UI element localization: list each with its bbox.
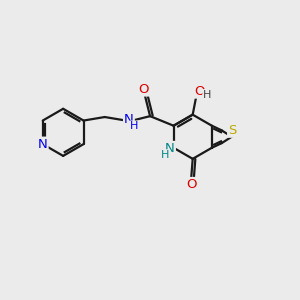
Text: N: N	[38, 138, 48, 151]
Text: S: S	[228, 124, 236, 137]
Text: H: H	[203, 90, 212, 100]
Text: N: N	[124, 112, 134, 126]
Text: O: O	[194, 85, 205, 98]
Text: N: N	[165, 142, 175, 155]
Text: H: H	[130, 122, 138, 131]
Text: H: H	[160, 150, 169, 160]
Text: O: O	[186, 178, 196, 191]
Text: O: O	[138, 82, 148, 95]
